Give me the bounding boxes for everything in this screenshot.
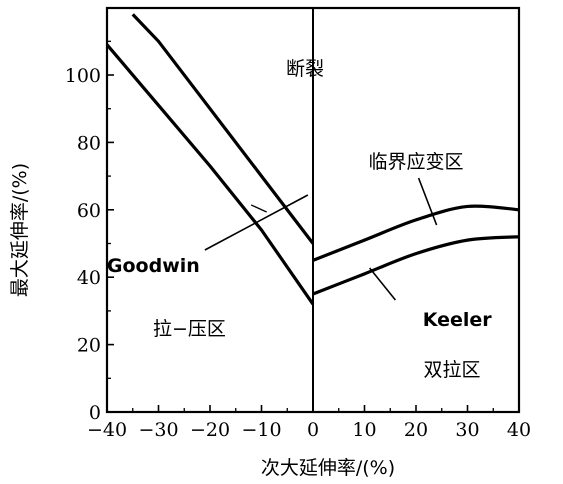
x-tick-label: 0 — [307, 419, 319, 441]
x-axis-title: 次大延伸率/(%) — [261, 457, 395, 479]
y-tick-label: 80 — [77, 132, 101, 154]
lower-left-line — [105, 43, 315, 306]
critical-region-mark-left — [250, 204, 267, 213]
x-tick-label: −20 — [190, 419, 230, 441]
x-tick-label: 10 — [352, 419, 376, 441]
x-tick-label: −10 — [241, 419, 281, 441]
y-tick-label: 20 — [77, 335, 101, 357]
x-tick-label: 40 — [507, 419, 531, 441]
y-tick-label: 0 — [89, 402, 101, 424]
goodwin-leader-line — [204, 194, 309, 251]
x-tick-label: 20 — [404, 419, 428, 441]
critical-strain-region-label: 临界应变区 — [368, 151, 463, 173]
keeler-leader-line — [369, 267, 397, 301]
biaxial-tension-label: 双拉区 — [424, 359, 481, 381]
tension-compression-label: 拉−压区 — [153, 318, 226, 340]
goodwin-upper-left-line — [131, 13, 315, 245]
y-tick-label: 60 — [77, 200, 101, 222]
x-tick-label: −30 — [138, 419, 178, 441]
y-tick-label: 40 — [77, 267, 101, 289]
fracture-label: 断裂 — [286, 58, 324, 80]
critical-region-leader-line — [417, 177, 438, 226]
y-axis-title: 最大延伸率/(%) — [9, 163, 31, 297]
keeler-label: Keeler — [423, 309, 493, 331]
goodwin-label: Goodwin — [107, 255, 200, 277]
x-tick-label: 30 — [455, 419, 479, 441]
x-tick-label: −40 — [87, 419, 127, 441]
keeler-lower-right-curve — [312, 235, 520, 296]
upper-right-curve — [312, 204, 520, 262]
y-tick-label: 100 — [65, 65, 101, 87]
